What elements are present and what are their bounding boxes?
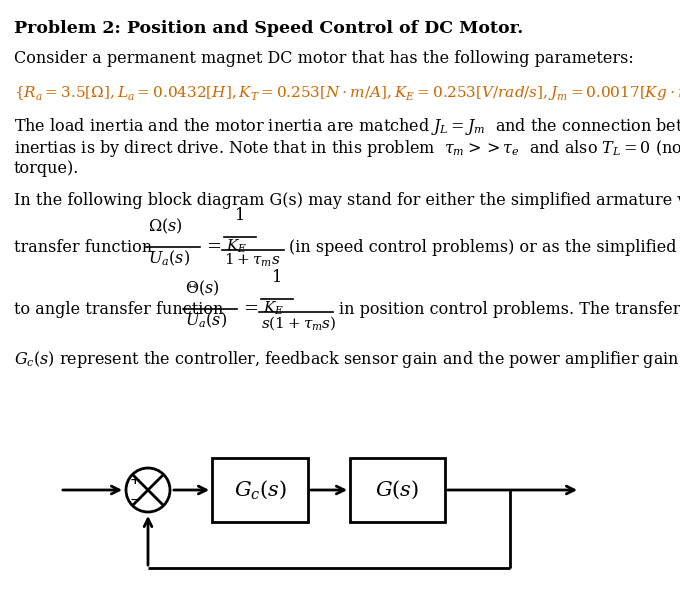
Text: +: + [130, 473, 140, 487]
Text: 1: 1 [272, 269, 282, 286]
Text: $1 + \tau_m s$: $1 + \tau_m s$ [224, 252, 281, 270]
Text: $\Theta(s)$: $\Theta(s)$ [185, 279, 220, 298]
Text: $K_E$: $K_E$ [263, 300, 284, 317]
Text: $U_a(s)$: $U_a(s)$ [185, 311, 227, 331]
Text: (in speed control problems) or as the simplified armature voltage: (in speed control problems) or as the si… [289, 239, 680, 256]
Text: $\{R_a = 3.5[\Omega], L_a = 0.0432[H], K_T = 0.253[N \cdot m/ A], K_E = 0.253[V : $\{R_a = 3.5[\Omega], L_a = 0.0432[H], K… [14, 82, 680, 103]
Text: Consider a permanent magnet DC motor that has the following parameters:: Consider a permanent magnet DC motor tha… [14, 50, 634, 67]
Text: to angle transfer function: to angle transfer function [14, 301, 223, 317]
Text: 1: 1 [235, 207, 245, 224]
Text: $G_c(s)$ represent the controller, feedback sensor gain and the power amplifier : $G_c(s)$ represent the controller, feedb… [14, 349, 680, 370]
Text: $s(1 + \tau_m s)$: $s(1 + \tau_m s)$ [261, 314, 337, 332]
Text: $K_E$: $K_E$ [226, 238, 248, 256]
Text: in position control problems. The transfer function: in position control problems. The transf… [339, 301, 680, 317]
Text: =: = [206, 238, 221, 256]
Text: In the following block diagram G(s) may stand for either the simplified armature: In the following block diagram G(s) may … [14, 192, 680, 209]
Text: Problem 2: Position and Speed Control of DC Motor.: Problem 2: Position and Speed Control of… [14, 20, 523, 37]
Text: $U_a(s)$: $U_a(s)$ [148, 249, 190, 268]
Bar [350, 458, 445, 522]
Text: The load inertia and the motor inertia are matched $J_L = J_m$  and the connecti: The load inertia and the motor inertia a… [14, 116, 680, 137]
Text: $G_c(s)$: $G_c(s)$ [234, 479, 286, 501]
Bar [212, 458, 308, 522]
Text: $G(s)$: $G(s)$ [375, 479, 420, 501]
Text: $\Omega(s)$: $\Omega(s)$ [148, 217, 183, 236]
Text: inertias is by direct drive. Note that in this problem  $\tau_m >> \tau_e$  and : inertias is by direct drive. Note that i… [14, 138, 680, 159]
Text: torque).: torque). [14, 160, 80, 177]
Text: −: − [129, 493, 141, 507]
Text: transfer function: transfer function [14, 239, 152, 256]
Text: =: = [243, 300, 258, 318]
